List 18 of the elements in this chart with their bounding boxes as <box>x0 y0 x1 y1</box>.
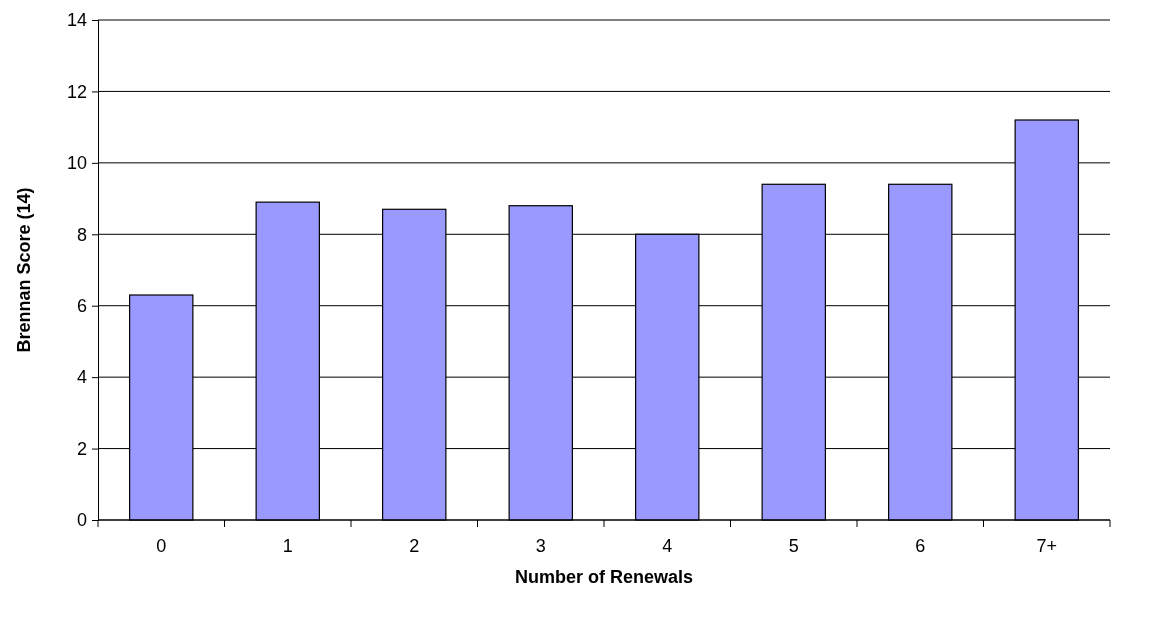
x-tick-label: 6 <box>915 536 926 556</box>
y-tick-label: 6 <box>76 295 87 316</box>
x-tick-label: 7+ <box>1036 536 1058 556</box>
x-tick-label: 5 <box>788 536 799 556</box>
y-tick-label: 0 <box>76 510 87 531</box>
y-tick-label: 2 <box>76 438 87 459</box>
y-tick-label: 14 <box>66 10 87 31</box>
y-tick-label: 8 <box>76 224 87 245</box>
y-axis-title: Brennan Score (14) <box>14 187 34 353</box>
x-tick-label: 0 <box>156 536 167 556</box>
x-tick-label: 3 <box>535 536 546 556</box>
x-axis-title: Number of Renewals <box>514 567 694 587</box>
x-tick-label: 2 <box>409 536 420 556</box>
x-tick-label: 1 <box>282 536 293 556</box>
y-tick-label: 4 <box>76 367 87 388</box>
x-tick-label: 4 <box>662 536 673 556</box>
y-tick-label: 10 <box>66 153 87 174</box>
y-tick-label: 12 <box>66 81 87 102</box>
